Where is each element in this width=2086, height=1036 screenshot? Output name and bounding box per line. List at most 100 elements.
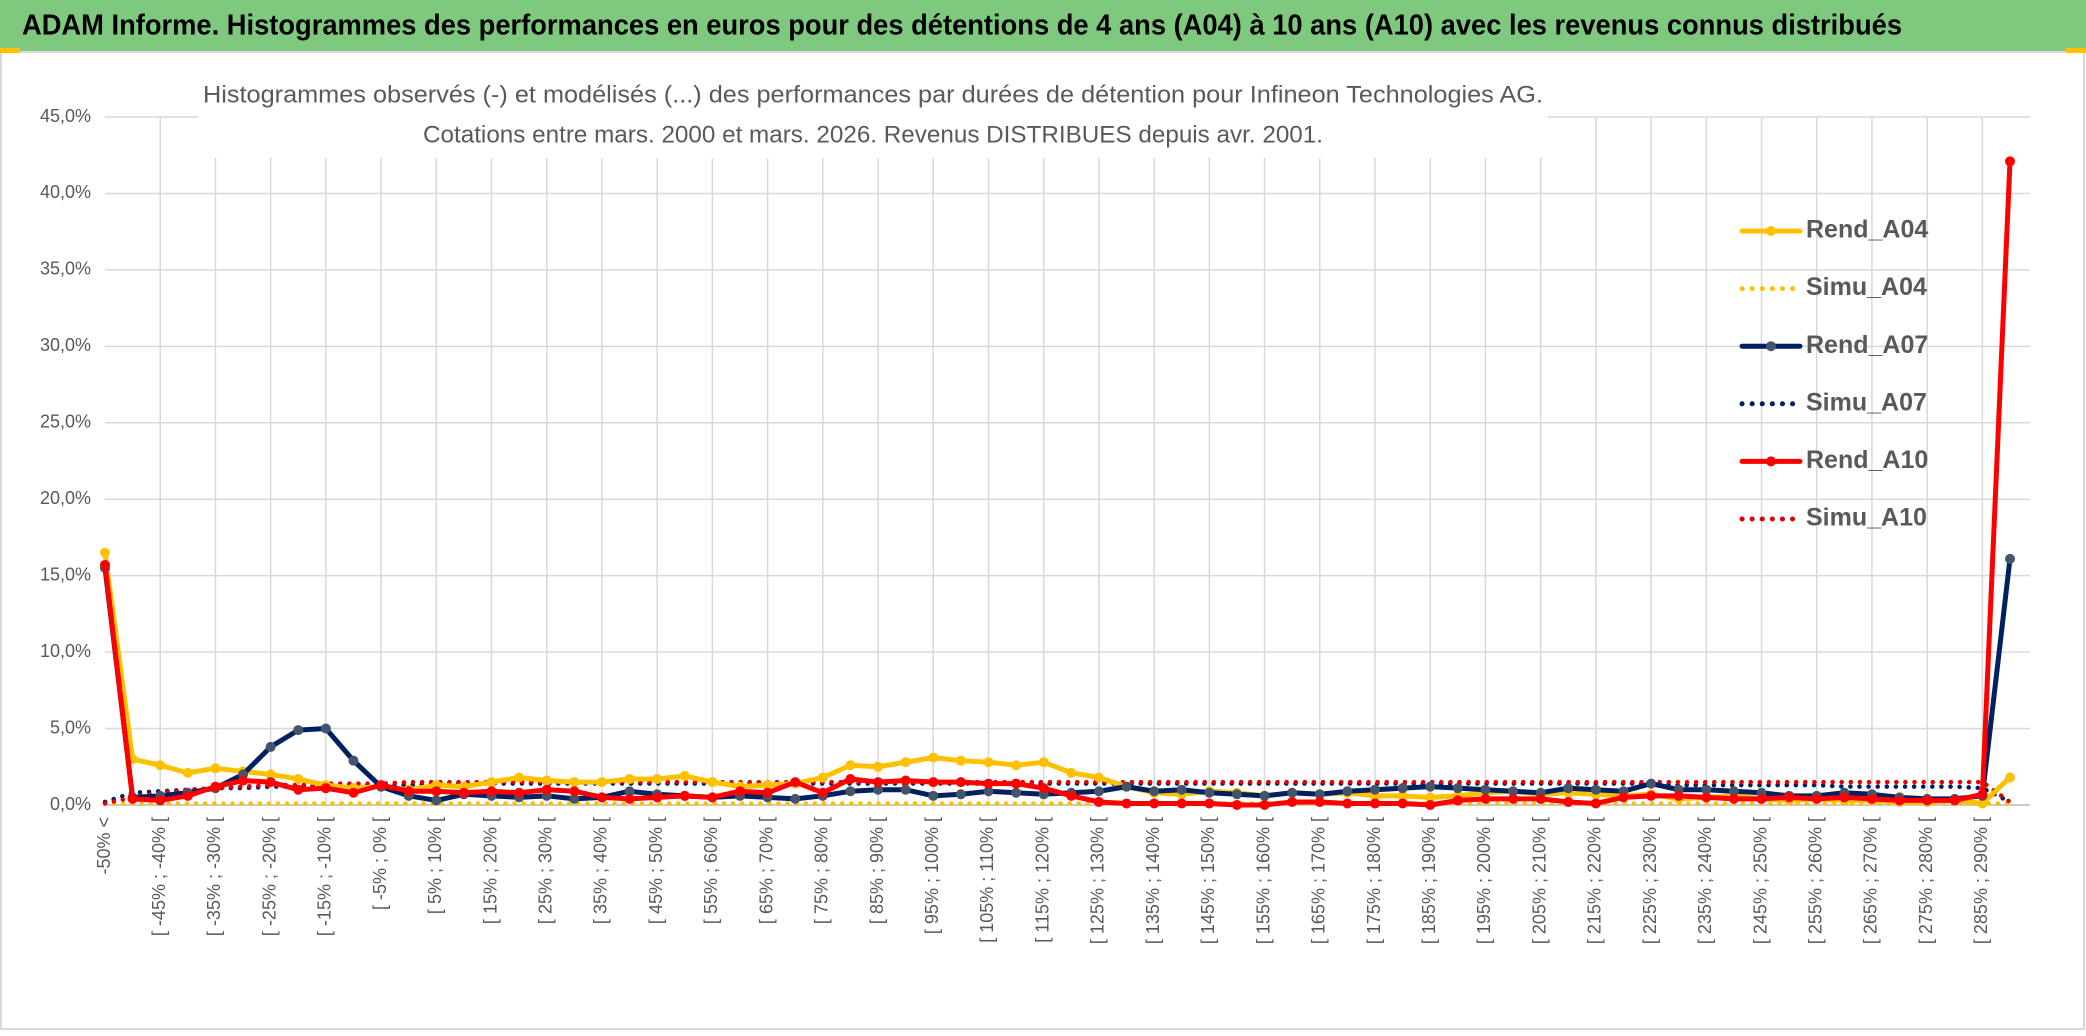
point	[955, 789, 966, 800]
point	[1038, 783, 1049, 794]
point	[1563, 796, 1574, 807]
header-bar	[0, 0, 2086, 52]
x-tick-label: [ 205% ; 210% [	[1529, 817, 1549, 944]
point	[817, 787, 828, 798]
point	[1314, 789, 1325, 800]
point	[1673, 790, 1684, 801]
point	[735, 786, 745, 797]
point	[293, 774, 304, 785]
x-tick-label: [ 165% ; 170% [	[1309, 817, 1329, 944]
point	[514, 772, 525, 783]
point	[762, 780, 773, 791]
point	[293, 725, 304, 736]
point	[1314, 796, 1325, 807]
point	[983, 757, 994, 768]
point	[1922, 795, 1933, 806]
point	[431, 795, 442, 806]
x-tick-label: [ -5% ; 0% [	[370, 817, 390, 910]
x-tick-label: [ 225% ; 230% [	[1640, 817, 1660, 944]
point	[928, 790, 939, 801]
point	[1066, 767, 1077, 778]
point	[155, 760, 166, 771]
point	[1287, 787, 1298, 798]
point	[431, 786, 442, 797]
point	[845, 774, 856, 785]
point	[1563, 783, 1574, 794]
point	[1342, 786, 1353, 797]
point	[1811, 793, 1822, 804]
point	[100, 559, 110, 570]
point	[541, 784, 552, 795]
y-tick-label: 5,0%	[50, 717, 91, 737]
x-tick-label: [ 45% ; 50% [	[646, 817, 666, 924]
x-tick-label: [ 255% ; 260% [	[1805, 817, 1825, 944]
x-tick-label: [ 95% ; 100% [	[922, 817, 942, 934]
legend-label: Simu_A07	[1806, 388, 1927, 416]
point	[1397, 798, 1408, 809]
point	[320, 723, 331, 734]
x-tick-label: [ 25% ; 30% [	[535, 817, 555, 924]
point	[1508, 786, 1519, 797]
x-tick-label: [ 135% ; 140% [	[1143, 817, 1163, 944]
point	[1480, 793, 1491, 804]
x-tick-label: [ 15% ; 20% [	[480, 817, 500, 924]
point	[983, 786, 994, 797]
point	[1011, 778, 1022, 789]
x-tick-label: [ -35% ; -30% [	[204, 817, 224, 936]
x-tick-label: [ 155% ; 160% [	[1253, 817, 1273, 944]
legend-label: Rend_A04	[1806, 216, 1928, 244]
point	[293, 784, 304, 795]
legend-marker	[1766, 226, 1776, 236]
point	[1590, 784, 1601, 795]
chart-subtitle: Cotations entre mars. 2000 et mars. 2026…	[423, 121, 1323, 148]
point	[707, 792, 718, 803]
x-tick-label: -50% <	[94, 817, 114, 875]
point	[182, 767, 193, 778]
point	[238, 775, 249, 786]
point	[1287, 796, 1298, 807]
x-tick-label: [ 265% ; 270% [	[1861, 817, 1881, 944]
x-tick-label: [ 35% ; 40% [	[591, 817, 611, 924]
point	[127, 793, 138, 804]
point	[1066, 790, 1077, 801]
point	[1342, 798, 1353, 809]
point	[679, 790, 690, 801]
x-tick-label: [ -45% ; -40% [	[149, 817, 169, 936]
point	[210, 781, 221, 792]
x-tick-label: [ 175% ; 180% [	[1364, 817, 1384, 944]
point	[1701, 784, 1712, 795]
point	[900, 784, 911, 795]
y-tick-label: 0,0%	[50, 794, 91, 814]
point	[100, 547, 110, 558]
chart-frame	[0, 51, 2085, 1030]
y-tick-label: 25,0%	[40, 412, 91, 432]
point	[1397, 790, 1408, 801]
point	[1535, 793, 1546, 804]
point	[679, 770, 690, 781]
point	[596, 777, 607, 788]
point	[1121, 781, 1132, 792]
point	[1011, 787, 1022, 798]
point	[2005, 772, 2015, 783]
point	[1011, 760, 1022, 771]
point	[652, 792, 663, 803]
point	[1038, 757, 1049, 768]
point	[1728, 786, 1739, 797]
x-tick-label: [ 125% ; 130% [	[1088, 817, 1108, 944]
point	[1259, 800, 1270, 810]
series-line	[102, 158, 2013, 808]
point	[1093, 786, 1104, 797]
y-tick-label: 35,0%	[40, 259, 91, 279]
dotted-line	[102, 779, 2013, 806]
x-tick-label: [ 275% ; 280% [	[1916, 817, 1936, 944]
y-tick-label: 20,0%	[40, 488, 91, 508]
title-box	[198, 78, 1548, 158]
x-tick-label: [ 145% ; 150% [	[1198, 817, 1218, 944]
legend-marker	[1766, 456, 1776, 467]
x-tick-label: [ 235% ; 240% [	[1695, 817, 1715, 944]
x-tick-label: [ 215% ; 220% [	[1585, 817, 1605, 944]
point	[320, 783, 331, 794]
point	[1176, 798, 1187, 809]
point	[624, 793, 635, 804]
